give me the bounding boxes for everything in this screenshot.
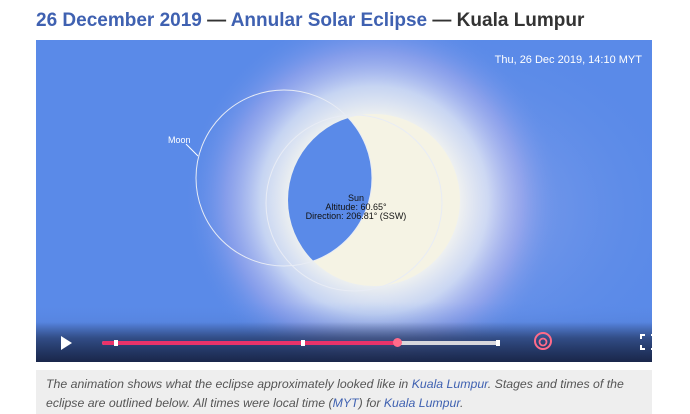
caption-segment: . Stages and times of the eclipse are ou… bbox=[46, 377, 624, 410]
play-icon bbox=[61, 336, 72, 350]
sun-direction: Direction: 206.81° (SSW) bbox=[306, 211, 407, 221]
sun-altitude: Altitude: 60.65° bbox=[325, 202, 387, 212]
location-name: Kuala Lumpur bbox=[456, 10, 585, 31]
caption-text: The animation shows what the eclipse app… bbox=[36, 370, 652, 413]
player-controls bbox=[36, 322, 652, 362]
timeline-marker[interactable] bbox=[301, 340, 305, 346]
sun-outline bbox=[265, 114, 443, 292]
caption-box: The animation shows what the eclipse app… bbox=[36, 370, 652, 414]
timeline-slider[interactable] bbox=[102, 338, 500, 347]
moon-outline bbox=[195, 89, 373, 267]
page-title: 26 December 2019 — Annular Solar Eclipse… bbox=[36, 10, 584, 32]
timeline-marker[interactable] bbox=[113, 340, 118, 346]
loop-button[interactable] bbox=[532, 330, 554, 352]
title-separator: — bbox=[427, 10, 457, 31]
timeline-progress bbox=[102, 341, 397, 345]
moon-label-pointer bbox=[185, 143, 199, 157]
moon-label: Moon bbox=[168, 135, 191, 145]
kuala-lumpur-link[interactable]: Kuala Lumpur bbox=[411, 377, 488, 391]
eclipse-sky-view: Moon Sun Altitude: 60.65° Direction: 206… bbox=[36, 40, 652, 362]
caption-segment: ) for bbox=[358, 396, 384, 410]
eclipse-animation-player[interactable]: Moon Sun Altitude: 60.65° Direction: 206… bbox=[36, 40, 652, 362]
moon-shadow bbox=[288, 114, 372, 266]
date-link[interactable]: 26 December 2019 bbox=[36, 10, 202, 31]
fullscreen-button[interactable] bbox=[640, 334, 652, 350]
caption-segment: The animation shows what the eclipse app… bbox=[46, 377, 412, 391]
eclipse-type-link[interactable]: Annular Solar Eclipse bbox=[230, 10, 428, 31]
caption-segment: . bbox=[459, 396, 464, 410]
title-separator: — bbox=[201, 10, 231, 31]
timeline-marker[interactable] bbox=[496, 340, 500, 346]
timeline-knob[interactable] bbox=[392, 338, 402, 347]
play-button[interactable] bbox=[58, 335, 74, 351]
myt-link[interactable]: MYT bbox=[332, 396, 359, 410]
fullscreen-icon bbox=[640, 334, 652, 350]
loop-icon bbox=[534, 332, 552, 350]
kuala-lumpur-link[interactable]: Kuala Lumpur bbox=[383, 396, 460, 410]
timestamp: Thu, 26 Dec 2019, 14:10 MYT bbox=[494, 54, 642, 66]
sun-label: Sun bbox=[348, 193, 364, 203]
